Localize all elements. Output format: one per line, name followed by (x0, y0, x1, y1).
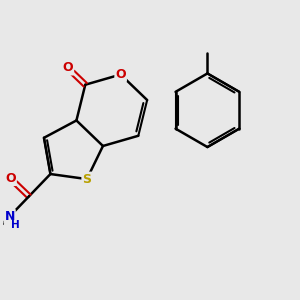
Text: O: O (5, 172, 16, 185)
Text: O: O (63, 61, 73, 74)
Text: H: H (11, 220, 20, 230)
Text: N: N (4, 210, 15, 223)
Text: S: S (82, 172, 91, 186)
Text: O: O (115, 68, 126, 81)
